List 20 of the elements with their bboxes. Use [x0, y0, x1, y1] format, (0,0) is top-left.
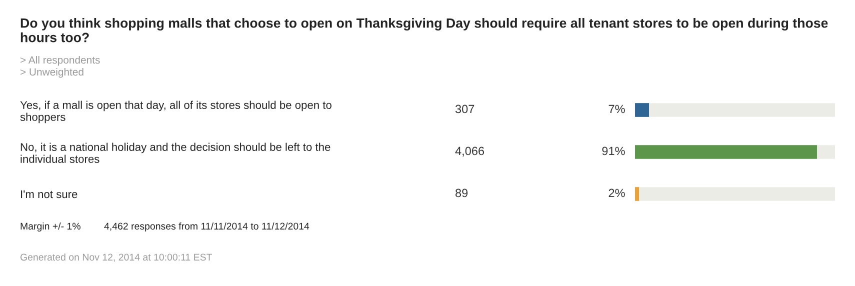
- text: Generated on Nov 12, 2014 at 10:00:11 EST: [20, 253, 212, 262]
- bar: [635, 103, 649, 117]
- text: Do you think shopping malls that choose to open on Thanksgiving Day should require all tenant stores to be open during those hours too?: [20, 18, 828, 42]
- text: 4,462 responses from 11/11/2014 to 11/12/2014: [104, 222, 310, 232]
- bar: [649, 103, 835, 117]
- bar: [635, 145, 817, 159]
- data-label: 2%: [608, 188, 625, 198]
- text: Margin +/- 1%: [20, 222, 80, 232]
- bar: [817, 145, 835, 159]
- bar: [639, 187, 835, 201]
- text: > All respondents > Unweighted: [20, 56, 100, 78]
- text: 4,066: [455, 146, 484, 157]
- y-tick-label: I'm not sure: [21, 190, 78, 198]
- data-label: 91%: [602, 146, 625, 156]
- bar: [635, 187, 639, 201]
- y-tick-label: No, it is a national holiday and the decision should be left to the individual stores: [20, 142, 330, 163]
- text: 307: [455, 104, 474, 114]
- y-tick-label: Yes, if a mall is open that day, all of its stores should be open to shoppers: [20, 100, 332, 124]
- data-label: 7%: [608, 104, 625, 114]
- text: 89: [456, 188, 468, 198]
